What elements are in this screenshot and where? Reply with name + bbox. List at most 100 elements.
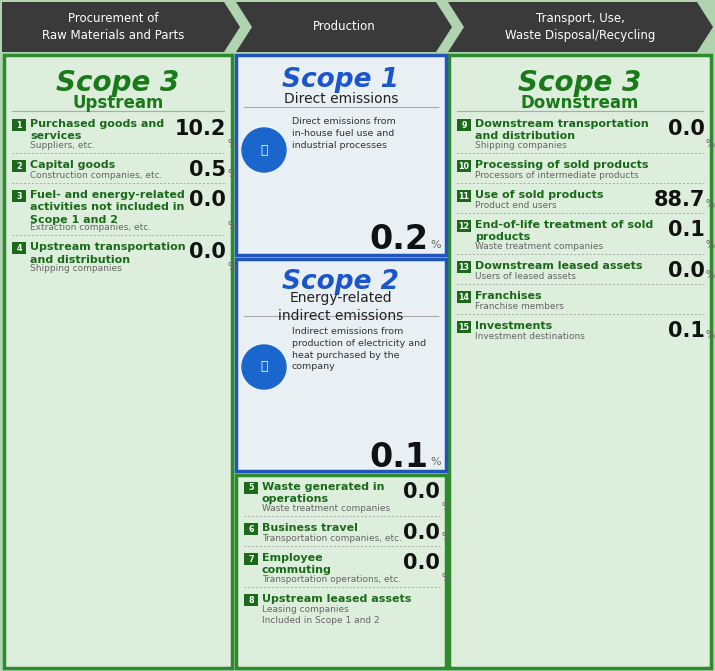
Text: 15: 15 [458, 323, 470, 331]
Text: Franchise members: Franchise members [475, 302, 564, 311]
Bar [244, 594, 258, 606]
Circle shape [242, 128, 286, 172]
Text: 0.1: 0.1 [369, 441, 428, 474]
Text: Transportation companies, etc.: Transportation companies, etc. [262, 534, 402, 543]
Text: 6: 6 [248, 525, 254, 533]
Bar [244, 482, 258, 494]
Text: 0.0: 0.0 [668, 261, 705, 281]
Text: 4: 4 [16, 244, 21, 253]
Text: 10: 10 [458, 162, 470, 170]
Bar [244, 553, 258, 565]
Text: Waste treatment companies: Waste treatment companies [262, 504, 390, 513]
Text: %: % [441, 502, 450, 512]
Bar [457, 160, 471, 172]
Text: Procurement of
Raw Materials and Parts: Procurement of Raw Materials and Parts [41, 12, 184, 42]
Text: 13: 13 [458, 262, 470, 272]
Text: Leasing companies
Included in Scope 1 and 2: Leasing companies Included in Scope 1 an… [262, 605, 380, 625]
Bar [457, 119, 471, 131]
Polygon shape [2, 2, 240, 52]
Text: Scope 1: Scope 1 [282, 67, 400, 93]
Text: 11: 11 [458, 191, 470, 201]
Text: Waste treatment companies: Waste treatment companies [475, 242, 603, 251]
Text: End-of-life treatment of sold
products: End-of-life treatment of sold products [475, 220, 654, 242]
Text: 3: 3 [16, 191, 21, 201]
Text: Direct emissions from
in-house fuel use and
industrial processes: Direct emissions from in-house fuel use … [292, 117, 395, 150]
Bar [12, 160, 26, 172]
Text: 0.0: 0.0 [403, 523, 440, 543]
Bar [457, 261, 471, 273]
Circle shape [242, 345, 286, 389]
Bar [457, 291, 471, 303]
Text: Employee
commuting: Employee commuting [262, 553, 332, 576]
Text: Investments: Investments [475, 321, 552, 331]
Text: Fuel- and energy-related
activities not included in
Scope 1 and 2: Fuel- and energy-related activities not … [30, 190, 184, 225]
Text: 8: 8 [248, 596, 254, 605]
Text: %: % [227, 262, 236, 272]
Text: Scope 3: Scope 3 [56, 69, 179, 97]
Text: %: % [706, 240, 715, 250]
Text: %: % [706, 330, 715, 340]
Text: 0.0: 0.0 [189, 190, 226, 210]
Text: 0.1: 0.1 [668, 321, 705, 341]
Text: 0.0: 0.0 [668, 119, 705, 139]
Text: Energy-related
indirect emissions: Energy-related indirect emissions [278, 291, 404, 323]
Text: 9: 9 [461, 121, 467, 130]
Text: 12: 12 [458, 221, 470, 231]
Text: Investment destinations: Investment destinations [475, 332, 585, 341]
Bar [12, 190, 26, 202]
Bar [4, 55, 232, 668]
Text: Purchased goods and
services: Purchased goods and services [30, 119, 164, 142]
Text: Production: Production [312, 21, 375, 34]
Text: Downstream: Downstream [521, 94, 639, 112]
Text: Construction companies, etc.: Construction companies, etc. [30, 171, 162, 180]
Polygon shape [236, 2, 452, 52]
Bar [457, 321, 471, 333]
Text: Upstream: Upstream [72, 94, 164, 112]
Text: 88.7: 88.7 [654, 190, 705, 210]
Text: ⬛: ⬛ [260, 360, 267, 374]
Text: %: % [430, 240, 440, 250]
Bar [236, 259, 446, 471]
Bar [12, 119, 26, 131]
Text: 0.5: 0.5 [189, 160, 226, 180]
Bar [236, 55, 446, 255]
Text: Processing of sold products: Processing of sold products [475, 160, 649, 170]
Text: %: % [441, 573, 450, 583]
Text: Indirect emissions from
production of electricity and
heat purchased by the
comp: Indirect emissions from production of el… [292, 327, 426, 372]
Text: Transportation operations, etc.: Transportation operations, etc. [262, 575, 401, 584]
Text: Scope 2: Scope 2 [282, 269, 400, 295]
Bar [457, 220, 471, 232]
Text: Processors of intermediate products: Processors of intermediate products [475, 171, 638, 180]
Text: Shipping companies: Shipping companies [475, 141, 567, 150]
Text: Use of sold products: Use of sold products [475, 190, 603, 200]
Text: Upstream transportation
and distribution: Upstream transportation and distribution [30, 242, 186, 264]
Text: %: % [706, 199, 715, 209]
Text: 0.0: 0.0 [403, 482, 440, 502]
Text: Scope 3: Scope 3 [518, 69, 641, 97]
Text: ⬛: ⬛ [260, 144, 267, 156]
Text: Franchises: Franchises [475, 291, 542, 301]
Text: 2: 2 [16, 162, 22, 170]
Polygon shape [448, 2, 713, 52]
Bar [457, 190, 471, 202]
Text: 1: 1 [16, 121, 21, 130]
Text: Downstream transportation
and distribution: Downstream transportation and distributi… [475, 119, 649, 142]
Text: Downstream leased assets: Downstream leased assets [475, 261, 643, 271]
Bar [236, 475, 446, 668]
Text: Suppliers, etc.: Suppliers, etc. [30, 141, 95, 150]
Text: Business travel: Business travel [262, 523, 358, 533]
Text: Capital goods: Capital goods [30, 160, 115, 170]
Text: 10.2: 10.2 [174, 119, 226, 139]
Text: %: % [430, 457, 440, 467]
Text: 0.0: 0.0 [403, 553, 440, 573]
Bar [244, 523, 258, 535]
Text: Shipping companies: Shipping companies [30, 264, 122, 273]
Bar [12, 242, 26, 254]
Text: 5: 5 [248, 484, 254, 493]
Text: %: % [706, 270, 715, 280]
Text: Users of leased assets: Users of leased assets [475, 272, 576, 281]
Text: Upstream leased assets: Upstream leased assets [262, 594, 411, 604]
Bar [449, 55, 711, 668]
Text: Extraction companies, etc.: Extraction companies, etc. [30, 223, 151, 232]
Text: %: % [227, 169, 236, 179]
